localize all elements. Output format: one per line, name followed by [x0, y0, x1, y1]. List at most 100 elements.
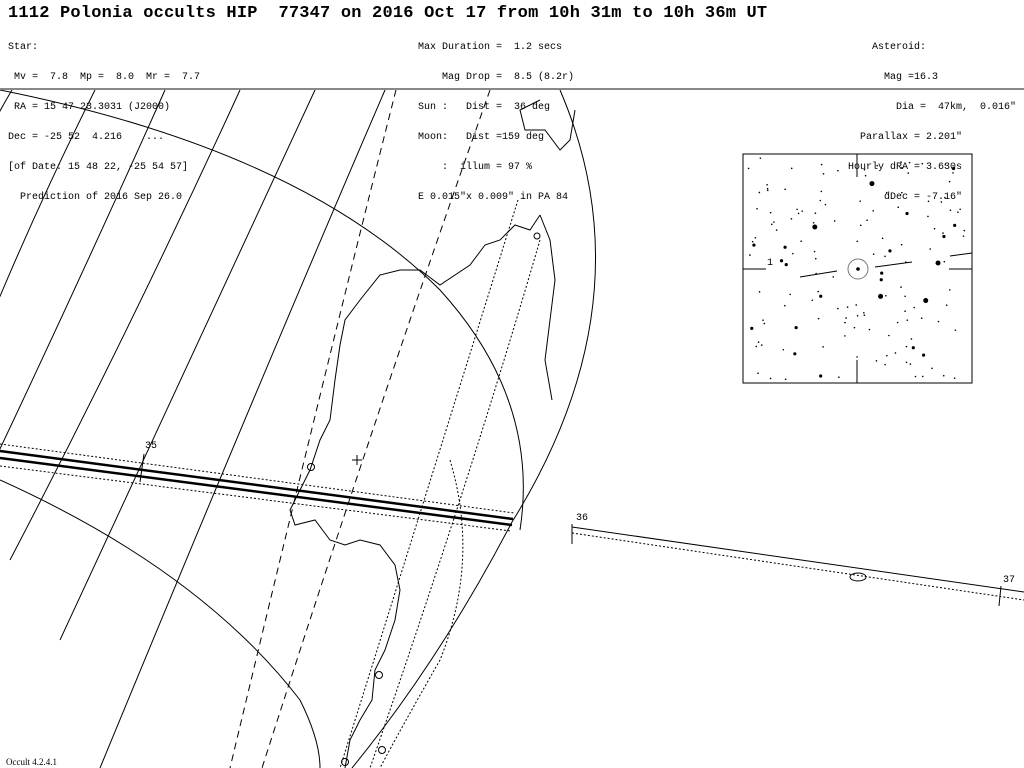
chart-star	[784, 378, 787, 381]
chart-star	[872, 210, 875, 212]
chart-star	[921, 375, 924, 378]
asteroid-heading: Asteroid:	[871, 42, 926, 53]
chart-star	[948, 289, 951, 291]
max-duration: Max Duration = 1.2 secs	[418, 42, 563, 53]
time-label-36: 36	[576, 513, 589, 524]
prediction-date: Prediction of 2016 Sep 26.0	[8, 192, 183, 203]
chart-star	[766, 187, 769, 190]
chart-star	[935, 260, 941, 266]
event-info: Max Duration = 1.2 secs Mag Drop = 8.5 (…	[418, 23, 574, 223]
chart-star	[910, 338, 913, 340]
chart-star	[801, 210, 804, 212]
chart-star	[813, 250, 816, 253]
parallax: Parallax = 2.201"	[859, 132, 962, 143]
chart-star	[884, 255, 886, 258]
chart-star	[766, 183, 768, 186]
chart-star	[844, 335, 846, 337]
chart-star	[876, 164, 878, 167]
asteroid-info: Asteroid: Mag =16.3 Dia = 47km, 0.016" P…	[796, 23, 1016, 223]
chart-star	[784, 188, 786, 191]
chart-star	[951, 166, 956, 171]
star-mags: Mv = 7.8 Mp = 8.0 Mr = 7.7	[8, 72, 201, 83]
chart-star	[815, 272, 817, 275]
chart-star	[905, 345, 908, 348]
chart-star	[846, 306, 849, 308]
chart-star	[838, 376, 840, 379]
chart-star	[863, 312, 865, 314]
chart-star	[863, 314, 866, 317]
chart-star	[766, 189, 769, 192]
chart-star	[760, 344, 763, 346]
chart-star	[819, 374, 823, 378]
chart-star	[817, 290, 819, 293]
chart-star	[906, 319, 909, 321]
chart-star	[943, 260, 946, 263]
chart-star	[757, 372, 759, 375]
chart-star	[900, 243, 903, 246]
chart-star	[754, 236, 757, 239]
chart-star	[920, 317, 923, 320]
chart-star	[879, 278, 883, 282]
chart-star	[900, 161, 902, 163]
chart-star	[819, 294, 823, 298]
chart-star	[897, 206, 900, 208]
chart-star	[756, 208, 758, 210]
chart-star	[763, 322, 766, 325]
chart-star	[868, 328, 871, 331]
asteroid-dia: Dia = 47km, 0.016"	[895, 102, 1016, 113]
coastline	[289, 99, 576, 768]
chart-star	[886, 354, 888, 357]
star-heading: Star:	[8, 42, 39, 53]
chart-star	[900, 286, 902, 288]
chart-star	[747, 167, 750, 170]
star-ra: RA = 15 47 23.3031 (J2000)	[8, 102, 171, 113]
chart-star	[940, 201, 943, 203]
chart-star	[790, 167, 793, 170]
chart-star	[953, 377, 956, 379]
chart-star	[909, 363, 912, 365]
chart-star	[922, 353, 926, 357]
chart-star	[942, 234, 946, 239]
star-dec: Dec = -25 52 4.216 ...	[8, 132, 165, 143]
chart-star	[759, 157, 762, 159]
chart-star	[896, 321, 899, 324]
chart-star	[866, 219, 868, 221]
chart-star	[929, 248, 932, 250]
chart-star	[942, 232, 944, 234]
chart-star	[783, 245, 787, 249]
chart-star	[837, 169, 839, 172]
chart-star	[927, 215, 929, 218]
chart-star	[855, 304, 858, 306]
chart-star	[775, 229, 778, 231]
chart-star	[800, 240, 802, 243]
chart-star	[853, 326, 856, 329]
chart-star	[751, 240, 754, 243]
chart-star	[948, 180, 951, 183]
chart-star	[959, 208, 961, 211]
chart-star	[856, 240, 859, 243]
chart-star	[863, 168, 866, 171]
chart-star	[881, 237, 884, 240]
error-ellipse: E 0.015"x 0.009" in PA 84	[418, 192, 569, 203]
chart-star	[811, 299, 814, 302]
chart-star	[953, 223, 957, 227]
chart-star	[944, 196, 946, 199]
star-info: Star: Mv = 7.8 Mp = 8.0 Mr = 7.7 RA = 15…	[8, 23, 200, 223]
chart-star	[878, 293, 884, 299]
chart-star	[921, 162, 924, 165]
chart-star	[894, 352, 897, 354]
chart-star	[833, 220, 836, 222]
sun-dist: Sun : Dist = 36 deg	[418, 102, 551, 113]
chart-star	[911, 346, 915, 350]
mag-drop: Mag Drop = 8.5 (8.2r)	[418, 72, 575, 83]
software-version: Occult 4.2.4.1	[6, 757, 57, 767]
hourly-dra: Hourly dRA = 3.630s	[847, 162, 962, 173]
chart-star	[901, 167, 903, 169]
chart-star	[819, 199, 822, 202]
chart-star	[758, 191, 761, 194]
earth-graticule	[0, 89, 596, 768]
chart-star	[784, 263, 788, 267]
moon-illum: : illum = 97 %	[418, 162, 533, 173]
chart-star	[817, 317, 820, 320]
chart-star	[949, 209, 952, 211]
